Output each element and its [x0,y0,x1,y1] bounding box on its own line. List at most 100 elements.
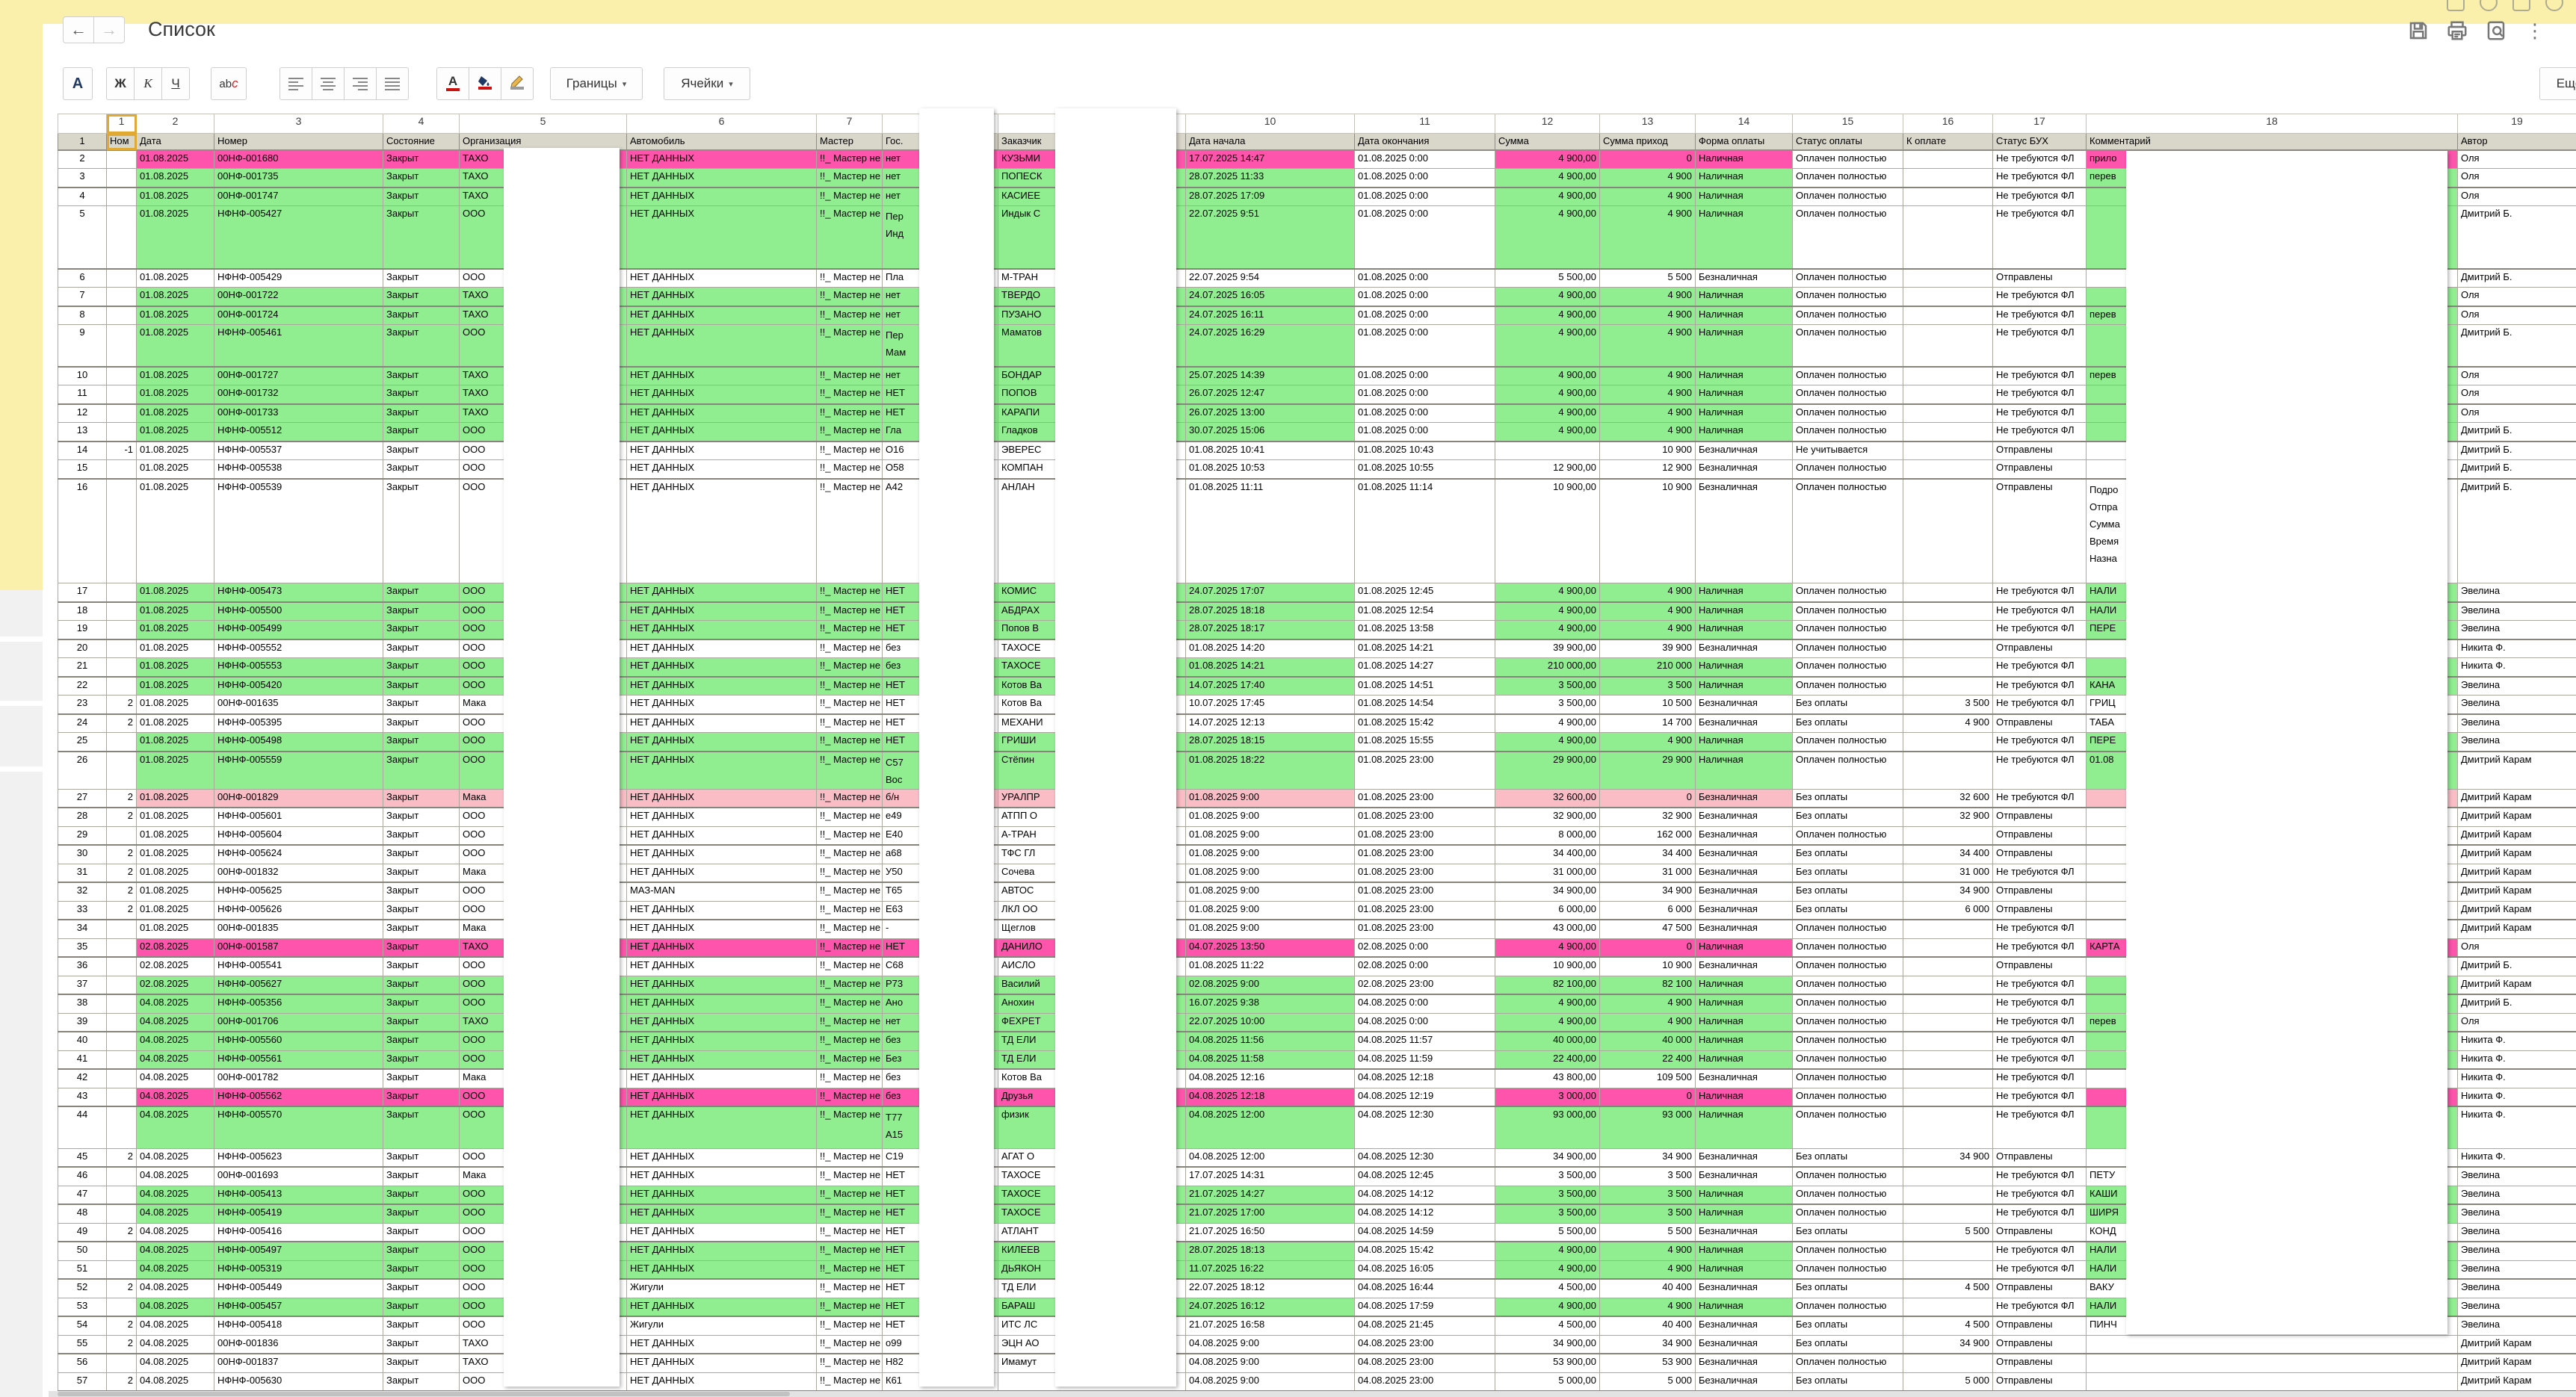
cell-customer[interactable]: !!_ Мастер не Н [816,1316,883,1336]
cell-comment[interactable]: 32 600 [1903,788,1993,808]
cell-k_oplate[interactable]: Наличная [1695,1241,1793,1261]
cell-date[interactable]: 04.08.2025 [136,1166,214,1186]
cell-org[interactable]: Закрыт [383,324,460,368]
cell-gos[interactable]: НЕТ ДАННЫХ [626,441,817,460]
cell-org[interactable]: Закрыт [383,1012,460,1032]
cell-forma[interactable]: 34 400,00 [1495,844,1600,864]
cell-sum[interactable]: 22.07.2025 18:12 [1185,1278,1355,1298]
cell-status_buh[interactable]: Оплачен полностью [1792,168,1903,188]
cell-author[interactable]: Отправлены [1992,441,2087,460]
cell-number[interactable]: 00НФ-001732 [214,385,383,405]
cell-org[interactable]: Закрыт [383,1185,460,1205]
cell-forma[interactable] [1495,441,1600,460]
cell-author[interactable]: Не требуются ФЛ [1992,1166,2087,1186]
cell-number[interactable]: НФНФ-005416 [214,1222,383,1242]
cell-pay_status[interactable]: 6 000 [1599,900,1696,920]
cell-comment[interactable] [1903,657,1993,678]
cell-date[interactable]: 01.08.2025 [136,863,214,883]
cell-num[interactable]: 2 [106,1372,137,1392]
cell-author[interactable]: Отправлены [1992,478,2087,583]
cell-height[interactable]: Никита Ф. [2457,1050,2576,1070]
cell-customer[interactable]: !!_ Мастер не Н [816,441,883,460]
cell-org[interactable]: Закрыт [383,459,460,480]
cell-date[interactable]: 01.08.2025 [136,385,214,405]
cell-author[interactable]: Отправлены [1992,268,2087,288]
cell-comment[interactable]: 3 500 [1903,695,1993,715]
cell-number[interactable]: НФНФ-005429 [214,268,383,288]
cell-customer[interactable]: !!_ Мастер не Н [816,1012,883,1032]
cell-comment[interactable] [1903,938,1993,958]
cell-author[interactable]: Не требуются ФЛ [1992,863,2087,883]
cell-customer[interactable]: !!_ Мастер не Н [816,385,883,405]
row-number[interactable]: 56 [58,1353,107,1373]
cell-gos[interactable]: НЕТ ДАННЫХ [626,1012,817,1032]
cell-number[interactable]: 00НФ-001722 [214,287,383,307]
cell-org[interactable]: Закрыт [383,1068,460,1088]
cell-gos[interactable]: НЕТ ДАННЫХ [626,994,817,1014]
cell-sum[interactable]: 04.07.2025 13:50 [1185,938,1355,958]
cell-height[interactable]: Никита Ф. [2457,1031,2576,1051]
cell-k_oplate[interactable]: Безналичная [1695,695,1793,715]
row-number[interactable]: 48 [58,1204,107,1224]
cell-height[interactable]: Эвелина [2457,1260,2576,1280]
cell-author[interactable]: Не требуются ФЛ [1992,205,2087,270]
cell-forma[interactable]: 34 900,00 [1495,882,1600,902]
cell-date[interactable]: 01.08.2025 [136,287,214,307]
grid-corner[interactable] [58,114,107,134]
cell-pay_status[interactable]: 39 900 [1599,639,1696,658]
cell-k_oplate[interactable]: Наличная [1695,1031,1793,1051]
cell-height[interactable]: Дмитрий Б. [2457,459,2576,480]
cell-num[interactable]: 2 [106,788,137,808]
cell-number[interactable]: НФНФ-005559 [214,751,383,790]
cell-number[interactable]: 00НФ-001837 [214,1353,383,1373]
cell-comment[interactable]: 4 500 [1903,1316,1993,1336]
cell-org[interactable]: Закрыт [383,1106,460,1149]
cell-gos[interactable]: НЕТ ДАННЫХ [626,287,817,307]
cell-pay_status[interactable]: 0 [1599,788,1696,808]
cell-num[interactable] [106,403,137,423]
cell-date[interactable]: 02.08.2025 [136,975,214,995]
cell-sum[interactable]: 04.08.2025 12:00 [1185,1106,1355,1149]
cell-num[interactable] [106,639,137,658]
cell-status_buh[interactable]: Без оплаты [1792,713,1903,733]
cell-sum_prihod[interactable]: 04.08.2025 14:59 [1354,1222,1495,1242]
cell-date[interactable]: 01.08.2025 [136,324,214,368]
cell-status_buh[interactable]: Оплачен полностью [1792,994,1903,1014]
cell-date[interactable]: 04.08.2025 [136,1185,214,1205]
cell-k_oplate[interactable]: Безналичная [1695,478,1793,583]
cell-height[interactable]: Дмитрий Б. [2457,324,2576,368]
row-number[interactable]: 55 [58,1334,107,1354]
cell-customer[interactable]: !!_ Мастер не Н [816,1334,883,1354]
cell-num[interactable] [106,994,137,1014]
cell-status_buh[interactable]: Оплачен полностью [1792,1087,1903,1107]
cell-gos[interactable]: НЕТ ДАННЫХ [626,1031,817,1051]
row-number[interactable]: 23 [58,695,107,715]
cell-comment[interactable]: 4 900 [1903,713,1993,733]
cell-k_oplate[interactable]: Наличная [1695,676,1793,696]
cell-comment[interactable] [1903,1068,1993,1088]
row-number[interactable]: 4 [58,187,107,206]
cell-author[interactable]: Не требуются ФЛ [1992,938,2087,958]
cell-pay_status[interactable]: 4 900 [1599,1241,1696,1261]
cell-org[interactable]: Закрыт [383,919,460,939]
cell-sum[interactable]: 01.08.2025 9:00 [1185,900,1355,920]
cell-num[interactable] [106,1068,137,1088]
cell-comment[interactable]: 34 900 [1903,882,1993,902]
cell-number[interactable]: 00НФ-001680 [214,149,383,169]
cell-sum_prihod[interactable]: 01.08.2025 14:21 [1354,639,1495,658]
row-number[interactable]: 20 [58,639,107,658]
row-number[interactable]: 3 [58,168,107,188]
cell-num[interactable]: 2 [106,844,137,864]
cell-height[interactable]: Дмитрий Б. [2457,441,2576,460]
row-number[interactable]: 50 [58,1241,107,1261]
cell-height[interactable]: Дмитрий Карам [2457,882,2576,902]
cell-customer[interactable]: !!_ Мастер не Н [816,168,883,188]
cell-height[interactable]: Дмитрий Карам [2457,751,2576,790]
cell-author[interactable]: Не требуются ФЛ [1992,1185,2087,1205]
cell-author[interactable]: Отправлены [1992,1353,2087,1373]
cell-num[interactable] [106,1166,137,1186]
cell-customer[interactable]: !!_ Мастер не Н [816,478,883,583]
cells-dropdown[interactable]: Ячейки ▾ [664,67,750,100]
cell-sum[interactable]: 01.08.2025 18:22 [1185,751,1355,790]
cell-status_buh[interactable]: Без оплаты [1792,788,1903,808]
